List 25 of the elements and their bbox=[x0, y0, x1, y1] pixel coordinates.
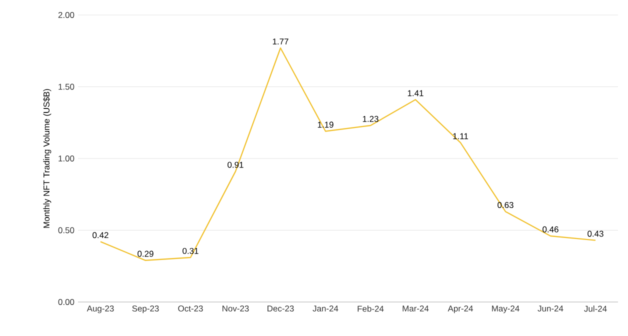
x-tick-label: Jul-24 bbox=[584, 306, 607, 312]
y-tick-label: 1.50 bbox=[58, 84, 74, 90]
x-tick-label: Jan-24 bbox=[312, 306, 338, 312]
data-label: 1.77 bbox=[272, 38, 288, 44]
x-tick-label: May-24 bbox=[492, 306, 520, 314]
data-label: 0.46 bbox=[542, 226, 558, 232]
x-tick-label: Feb-24 bbox=[358, 306, 384, 312]
data-label: 1.23 bbox=[362, 116, 378, 122]
x-tick-label: Jun-24 bbox=[538, 306, 564, 312]
x-tick-label: Apr-24 bbox=[448, 306, 473, 314]
data-label: 0.29 bbox=[138, 250, 154, 257]
x-tick-label: Nov-23 bbox=[222, 306, 249, 312]
x-tick-label: Aug-23 bbox=[86, 306, 114, 314]
data-label: 0.42 bbox=[92, 232, 108, 238]
x-tick-label: Dec-23 bbox=[268, 306, 294, 312]
data-label: 0.43 bbox=[588, 230, 604, 237]
y-axis-title: Monthly NFT Trading Volume (US$B) bbox=[43, 89, 52, 228]
y-tick-label: 0.50 bbox=[58, 227, 74, 234]
y-tick-label: 1.00 bbox=[58, 156, 74, 162]
x-tick-label: Mar-24 bbox=[402, 306, 429, 312]
y-tick-label: 0.00 bbox=[58, 299, 74, 305]
data-label: 1.41 bbox=[408, 90, 424, 96]
x-tick-label: Oct-23 bbox=[178, 306, 203, 312]
x-tick-label: Sep-23 bbox=[132, 306, 159, 314]
y-tick-label: 2.00 bbox=[58, 12, 74, 18]
